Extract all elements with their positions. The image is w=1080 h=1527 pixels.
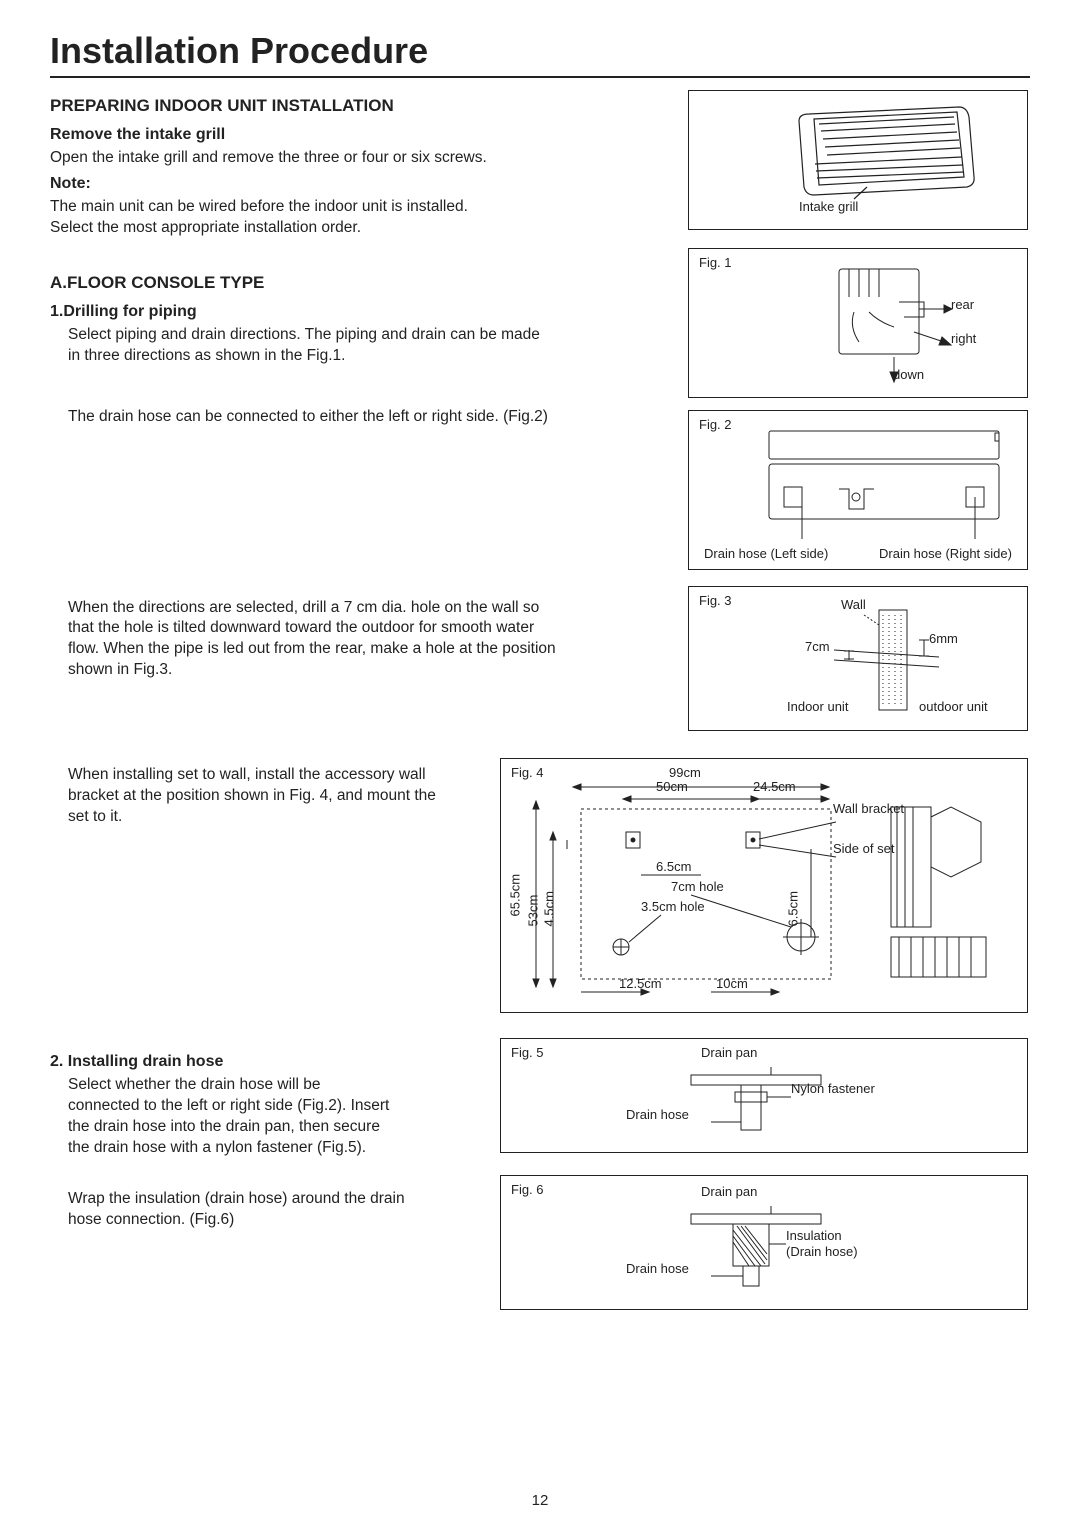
fig5-drain-hose: Drain hose [626, 1107, 689, 1122]
remove-grill-heading: Remove the intake grill [50, 126, 670, 144]
figure-1: Fig. 1 rear right down [688, 248, 1028, 398]
fig4-53cm: 53cm [526, 895, 541, 927]
fig1-title: Fig. 1 [699, 255, 732, 270]
fig5-drain-pan: Drain pan [701, 1045, 757, 1060]
drill-hole-body-b: that the hole is tilted downward toward … [68, 618, 670, 639]
fig4-wall-bracket: Wall bracket [833, 801, 904, 816]
fig4-10cm: 10cm [716, 976, 748, 991]
fig2-right-label: Drain hose (Right side) [879, 546, 1012, 561]
fig3-6mm-label: 6mm [929, 631, 958, 646]
fig6-insulation-1: Insulation [786, 1228, 842, 1243]
fig4-7cm-hole: 7cm hole [671, 879, 724, 894]
fig5-nylon: Nylon fastener [791, 1081, 875, 1096]
fig4-diagram-icon [511, 767, 1021, 1007]
figure-6: Fig. 6 Drain pan Insulation (Drain hose)… [500, 1175, 1028, 1310]
fig3-outdoor-label: outdoor unit [919, 699, 988, 714]
fig2-left-label: Drain hose (Left side) [704, 546, 828, 561]
section-a-heading: A.FLOOR CONSOLE TYPE [50, 273, 670, 293]
page-title: Installation Procedure [50, 30, 1030, 78]
wall-bracket-body-a: When installing set to wall, install the… [68, 765, 480, 786]
page-number: 12 [532, 1492, 549, 1509]
drilling-body-1a: Select piping and drain directions. The … [68, 325, 670, 346]
fig5-diagram-icon [511, 1047, 1021, 1147]
fig2-diagram-icon [699, 419, 1019, 549]
drill-hole-body-c: flow. When the pipe is led out from the … [68, 639, 670, 660]
note-body-2: Select the most appropriate installation… [50, 218, 670, 239]
intake-grill-label: Intake grill [799, 199, 858, 214]
fig4-title: Fig. 4 [511, 765, 544, 780]
fig1-diagram-icon [699, 257, 1019, 387]
figure-5: Fig. 5 Drain pan Nylon fastener Drain ho… [500, 1038, 1028, 1153]
drill-hole-body-a: When the directions are selected, drill … [68, 598, 670, 619]
section-preparing: PREPARING INDOOR UNIT INSTALLATION Remov… [50, 96, 670, 239]
section-floor-console: A.FLOOR CONSOLE TYPE 1.Drilling for pipi… [50, 273, 670, 828]
note-label: Note: [50, 175, 670, 193]
note-body-1: The main unit can be wired before the in… [50, 197, 670, 218]
fig4-125cm: 12.5cm [619, 976, 662, 991]
remove-grill-body: Open the intake grill and remove the thr… [50, 148, 670, 169]
fig6-title: Fig. 6 [511, 1182, 544, 1197]
figure-3: Fig. 3 Wall 6mm 7cm Indoor unit outdoor … [688, 586, 1028, 731]
fig5-title: Fig. 5 [511, 1045, 544, 1060]
install-drain-body-b: connected to the left or right side (Fig… [68, 1096, 470, 1117]
fig2-title: Fig. 2 [699, 417, 732, 432]
fig1-right-label: right [951, 331, 976, 346]
fig4-45cm: 4.5cm [542, 891, 557, 926]
drilling-heading: 1.Drilling for piping [50, 303, 670, 321]
fig6-insulation-2: (Drain hose) [786, 1244, 858, 1259]
fig4-65cm-a: 6.5cm [656, 859, 691, 874]
fig4-655cm: 65.5cm [508, 874, 523, 917]
fig6-drain-hose: Drain hose [626, 1261, 689, 1276]
fig1-down-label: down [893, 367, 924, 382]
fig4-99cm: 99cm [669, 765, 701, 780]
drain-hose-side-body: The drain hose can be connected to eithe… [68, 407, 670, 428]
fig3-title: Fig. 3 [699, 593, 732, 608]
drilling-body-1b: in three directions as shown in the Fig.… [68, 346, 670, 367]
fig4-50cm: 50cm [656, 779, 688, 794]
install-drain-body-d: the drain hose with a nylon fastener (Fi… [68, 1138, 470, 1159]
install-drain-body-c: the drain hose into the drain pan, then … [68, 1117, 470, 1138]
fig4-side-of-set: Side of set [833, 841, 894, 856]
section-drain-hose: 2. Installing drain hose Select whether … [50, 1053, 470, 1231]
fig1-rear-label: rear [951, 297, 974, 312]
figure-intake-grill: Intake grill [688, 90, 1028, 230]
fig4-65cm-b: 6.5cm [786, 891, 801, 926]
wall-bracket-body-b: bracket at the position shown in Fig. 4,… [68, 786, 480, 807]
fig4-35cm-hole: 3.5cm hole [641, 899, 705, 914]
fig4-245cm: 24.5cm [753, 779, 796, 794]
wall-bracket-body-c: set to it. [68, 807, 480, 828]
intake-grill-icon [699, 99, 1019, 219]
fig6-drain-pan: Drain pan [701, 1184, 757, 1199]
wrap-insulation-body-a: Wrap the insulation (drain hose) around … [68, 1189, 470, 1210]
wrap-insulation-body-b: hose connection. (Fig.6) [68, 1210, 470, 1231]
fig3-7cm-label: 7cm [805, 639, 830, 654]
drill-hole-body-d: shown in Fig.3. [68, 660, 670, 681]
figure-4: Fig. 4 [500, 758, 1028, 1013]
section-heading: PREPARING INDOOR UNIT INSTALLATION [50, 96, 670, 116]
install-drain-body-a: Select whether the drain hose will be [68, 1075, 470, 1096]
figure-2: Fig. 2 Drain hose (Left side) Drain hose… [688, 410, 1028, 570]
install-drain-heading: 2. Installing drain hose [50, 1053, 470, 1071]
fig3-wall-label: Wall [841, 597, 866, 612]
fig3-indoor-label: Indoor unit [787, 699, 848, 714]
fig6-diagram-icon [511, 1184, 1021, 1304]
